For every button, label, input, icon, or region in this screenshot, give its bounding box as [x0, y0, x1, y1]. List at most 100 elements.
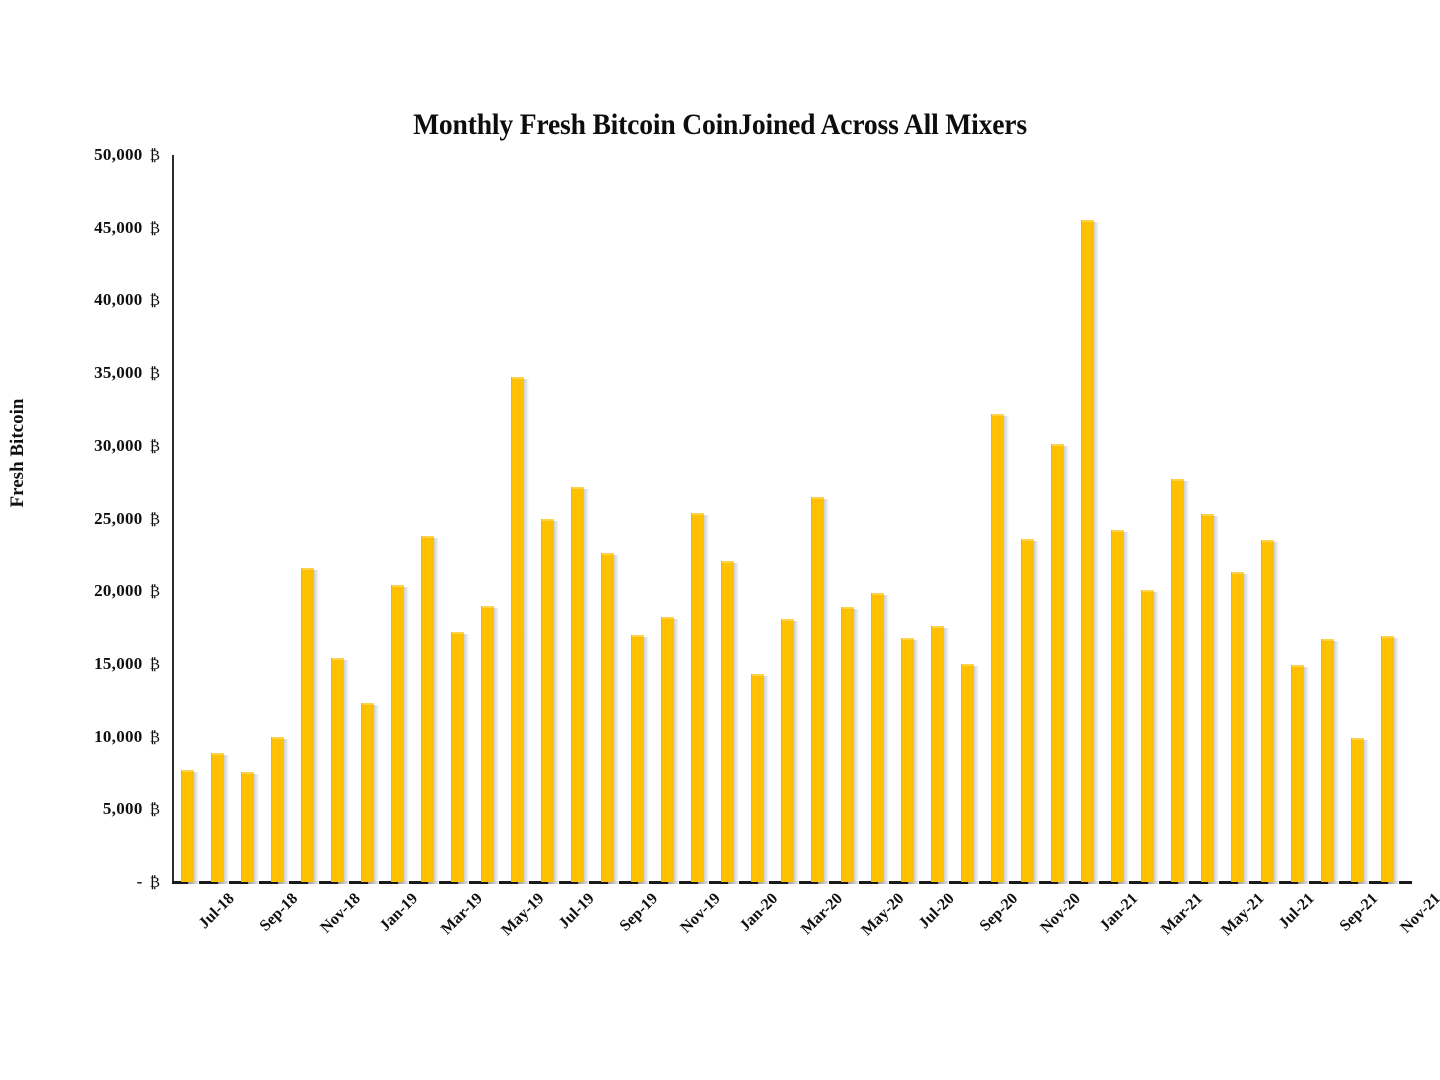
y-axis-tick-label: 15,000 ₿: [20, 654, 160, 674]
bitcoin-symbol-icon: ₿: [149, 875, 160, 891]
bar: [390, 155, 409, 884]
bitcoin-symbol-icon: ₿: [149, 729, 160, 746]
bar-rect: [270, 736, 284, 882]
bar-rect: [510, 377, 524, 882]
bar: [1320, 155, 1339, 884]
bar: [810, 155, 829, 884]
bar: [1020, 155, 1039, 884]
bar: [1380, 155, 1399, 884]
y-axis-tick-value: 15,000: [94, 653, 143, 673]
bitcoin-symbol-icon: ₿: [149, 656, 160, 673]
bar: [1230, 155, 1249, 884]
bar-rect: [420, 535, 434, 882]
x-axis-tick-label: Nov-20: [1036, 890, 1084, 937]
y-axis-tick-label: 5,000 ₿: [20, 799, 160, 819]
x-axis-tick-label: Jul-21: [1275, 890, 1318, 933]
y-axis-tick-label: 30,000 ₿: [20, 436, 160, 456]
x-axis-tick-label: Nov-18: [317, 890, 364, 937]
bar-rect: [1080, 220, 1094, 882]
bar: [181, 155, 199, 884]
bar: [630, 155, 649, 884]
bar: [330, 155, 349, 884]
bar-rect: [600, 553, 614, 882]
bar-rect: [630, 634, 644, 882]
bar-rect: [1380, 636, 1394, 882]
y-axis-tick-value: 25,000: [94, 508, 143, 528]
bar-rect: [720, 560, 734, 882]
x-axis-tick-label: Jan-20: [736, 890, 782, 935]
bar-rect: [1200, 514, 1214, 882]
bar-rect: [1320, 639, 1334, 882]
y-axis-tick-value: 50,000: [94, 145, 143, 164]
bar-rect: [181, 770, 194, 882]
bar-rect: [1170, 479, 1184, 882]
bar-rect: [1230, 572, 1244, 882]
bar-rect: [480, 605, 494, 882]
bar: [960, 155, 979, 884]
x-axis-tick-label: Jul-20: [915, 890, 958, 933]
bar-rect: [1110, 530, 1124, 882]
bar: [360, 155, 379, 884]
y-axis-tick-label: - ₿: [20, 872, 160, 892]
bar-rect: [960, 663, 974, 882]
bar-rect: [1140, 589, 1154, 882]
bar-rect: [1050, 444, 1064, 882]
bitcoin-symbol-icon: ₿: [149, 293, 160, 310]
x-axis-tick-label: Jan-21: [1096, 890, 1141, 935]
bar-rect: [390, 585, 404, 882]
bar: [930, 155, 949, 884]
bar: [720, 155, 739, 884]
bitcoin-symbol-icon: ₿: [149, 438, 160, 455]
bar-rect: [930, 626, 944, 882]
x-axis-tick-label: Jul-18: [195, 890, 238, 933]
bar: [1260, 155, 1279, 884]
y-axis-line: [172, 155, 174, 882]
y-axis-tick-value: 45,000: [94, 217, 143, 237]
bar-rect: [1260, 540, 1274, 882]
bar: [510, 155, 529, 884]
bar: [570, 155, 589, 884]
x-axis-tick-label: May-20: [858, 890, 908, 940]
bar-rect: [540, 518, 554, 882]
bar: [660, 155, 679, 884]
bar-rect: [660, 617, 674, 882]
bitcoin-symbol-icon: ₿: [149, 366, 160, 383]
bar: [1140, 155, 1159, 884]
x-axis-tick-label: Sep-21: [1336, 890, 1381, 935]
bar: [240, 155, 259, 884]
bar-rect: [1350, 738, 1364, 882]
y-axis-tick-label: 35,000 ₿: [20, 363, 160, 383]
bar-rect: [210, 752, 224, 882]
y-axis-tick-label: 50,000 ₿: [20, 145, 160, 165]
x-axis-tick-label: Nov-21: [1396, 890, 1440, 937]
bar: [300, 155, 319, 884]
x-axis-tick-label: Mar-19: [437, 890, 486, 939]
bitcoin-symbol-icon: ₿: [149, 220, 160, 237]
bitcoin-symbol-icon: ₿: [149, 511, 160, 528]
bar-rect: [990, 413, 1004, 882]
y-axis-tick-label: 20,000 ₿: [20, 581, 160, 601]
x-axis-tick-label: Mar-21: [1157, 890, 1206, 939]
bar: [540, 155, 559, 884]
bar: [1110, 155, 1129, 884]
bar-rect: [360, 703, 374, 882]
bar-rect: [810, 496, 824, 882]
bar: [600, 155, 619, 884]
bar-rect: [300, 567, 314, 882]
bar: [750, 155, 769, 884]
x-axis-tick-label: Sep-19: [616, 890, 662, 935]
bitcoin-symbol-icon: ₿: [149, 584, 160, 601]
bar: [1290, 155, 1309, 884]
y-axis-tick-value: 35,000: [94, 363, 143, 383]
bar: [990, 155, 1009, 884]
bar-rect: [780, 618, 794, 882]
y-axis-tick-label: 40,000 ₿: [20, 290, 160, 310]
bar-rect: [750, 674, 764, 882]
bar: [870, 155, 889, 884]
x-axis-tick-label: Jan-19: [376, 890, 422, 935]
bar: [1050, 155, 1069, 884]
bar: [1350, 155, 1369, 884]
bar: [270, 155, 289, 884]
y-axis-tick-value: 30,000: [94, 435, 143, 455]
